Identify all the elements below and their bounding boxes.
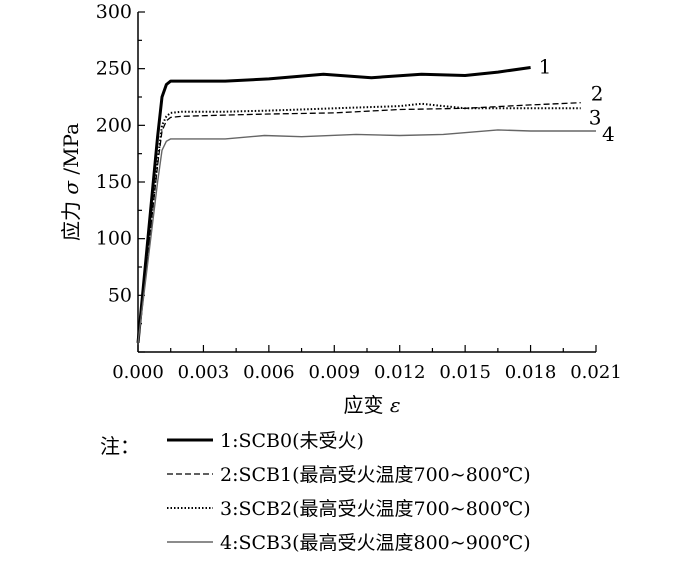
x-tick-label: 0.015	[439, 362, 491, 383]
series-end-label: 3	[589, 105, 602, 129]
y-tick-label: 100	[96, 228, 132, 250]
legend-entry: 3:SCB2(最高受火温度700~800℃)	[165, 494, 585, 528]
x-axis-label: 应变 ε	[343, 393, 400, 417]
legend-text: 2:SCB1(最高受火温度700~800℃)	[220, 464, 531, 486]
legend: 1:SCB0(未受火) 2:SCB1(最高受火温度700~800℃) 3:SCB…	[165, 426, 585, 562]
y-tick-label: 300	[96, 1, 132, 23]
legend-text: 1:SCB0(未受火)	[220, 430, 364, 452]
series-end-label: 2	[591, 82, 604, 106]
legend-entry: 1:SCB0(未受火)	[165, 426, 585, 460]
x-tick-label: 0.021	[570, 362, 622, 383]
series-line-3	[137, 102, 581, 344]
stress-strain-chart: 50 100 150 200 250 300 0.000 0.003 0.006 0.009 0.0…	[59, 1, 622, 417]
plot-area: 1 234	[136, 55, 615, 344]
y-axis-label: 应力 σ /MPa	[59, 123, 83, 241]
y-tick-label: 50	[108, 284, 132, 306]
x-tick-label: 0.003	[178, 362, 230, 383]
chart-axes: 50 100 150 200 250 300 0.000 0.003 0.006 0.009 0.0…	[96, 1, 622, 383]
legend-text: 3:SCB2(最高受火温度700~800℃)	[220, 498, 531, 520]
legend-swatch-3	[167, 507, 213, 509]
y-tick-label: 200	[96, 114, 132, 136]
series-end-label: 1	[539, 55, 552, 79]
note-label: 注：	[100, 434, 140, 458]
legend-swatch-2	[167, 473, 213, 475]
x-tick-label: 0.000	[112, 362, 164, 383]
legend-text: 4:SCB3(最高受火温度800~900℃)	[220, 532, 531, 554]
x-tick-label: 0.006	[243, 362, 295, 383]
x-tick-label: 0.018	[505, 362, 557, 383]
legend-swatch-1	[167, 438, 213, 442]
series-end-label: 4	[602, 122, 615, 146]
series-line-1	[136, 66, 531, 344]
y-tick-label: 250	[96, 58, 132, 80]
x-tick-label: 0.012	[374, 362, 426, 383]
x-tick-label: 0.009	[309, 362, 361, 383]
legend-entry: 2:SCB1(最高受火温度700~800℃)	[165, 460, 585, 494]
series-line-4	[137, 129, 596, 343]
legend-entry: 4:SCB3(最高受火温度800~900℃)	[165, 528, 585, 562]
legend-swatch-4	[167, 541, 213, 543]
axis-labels: 应力 σ /MPa 应变 ε	[59, 123, 401, 417]
y-tick-label: 150	[96, 171, 132, 193]
